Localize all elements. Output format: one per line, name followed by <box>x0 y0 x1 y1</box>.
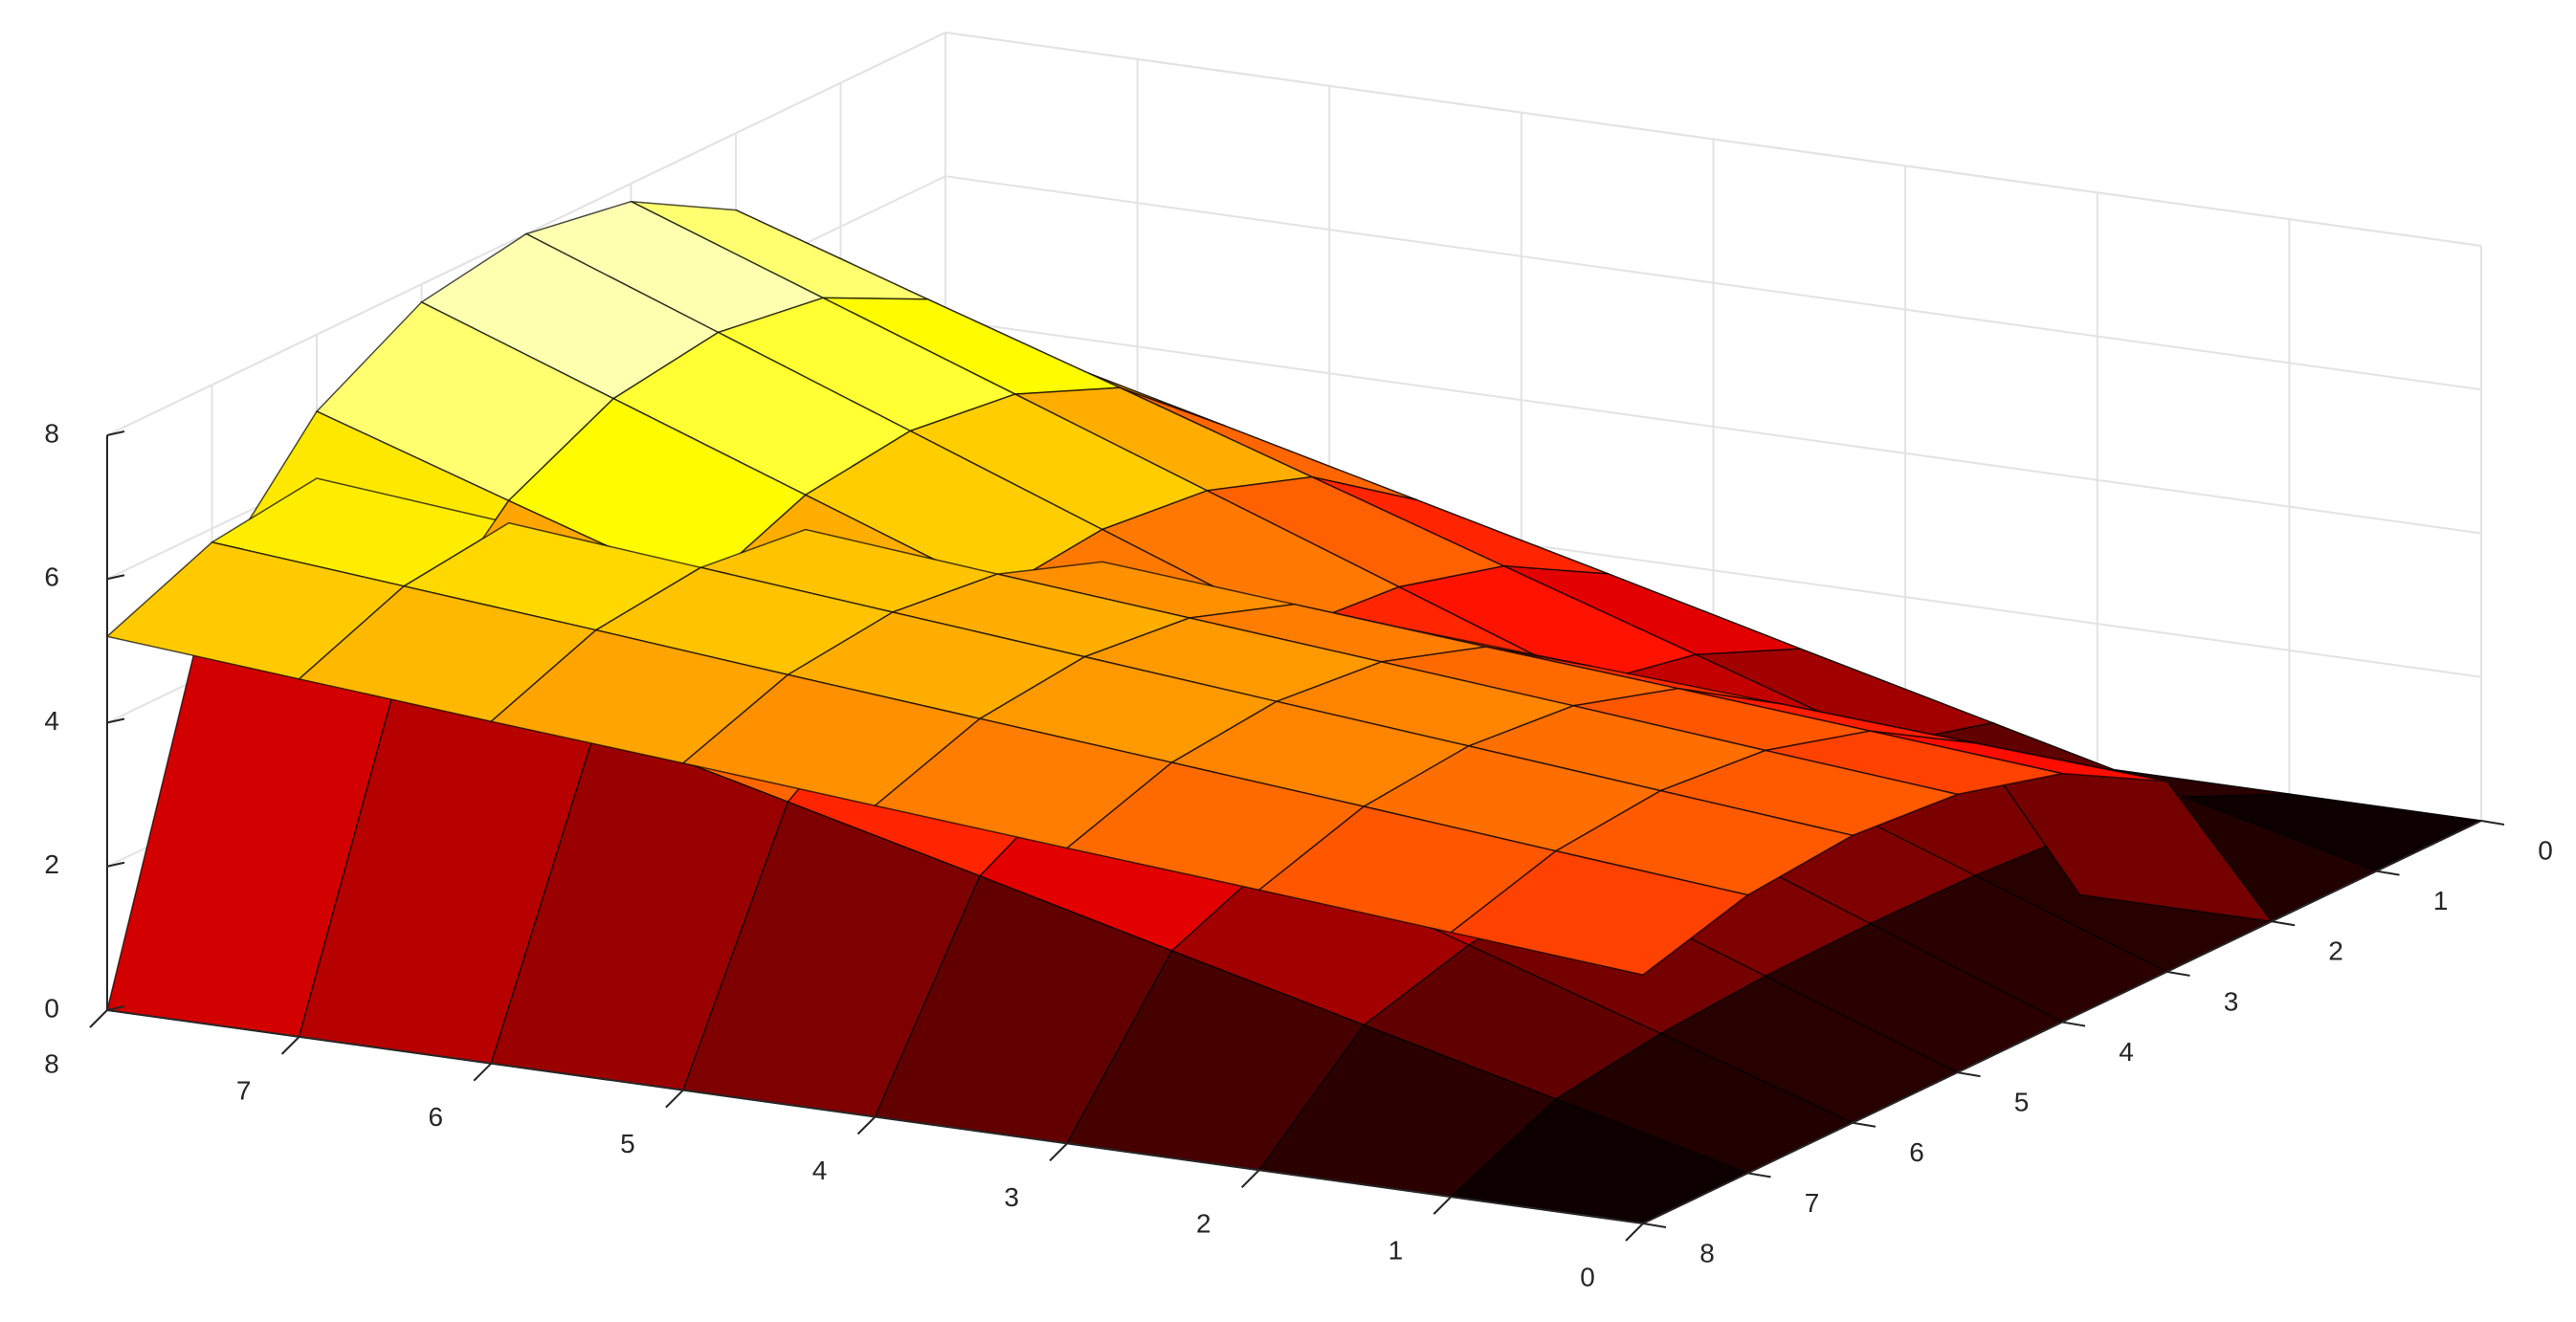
y-tick <box>1747 1172 1771 1179</box>
y-tick <box>1642 1223 1667 1228</box>
grid-line <box>944 319 2482 535</box>
y-tick <box>1852 1121 1876 1128</box>
y-tick <box>2480 820 2505 826</box>
z-tick-label: 0 <box>44 993 59 1023</box>
y-tick-label: 2 <box>2328 936 2343 966</box>
box-edge <box>944 32 2482 247</box>
x-tick <box>473 1063 492 1082</box>
x-tick-label: 3 <box>1004 1182 1019 1212</box>
z-tick <box>106 430 125 436</box>
y-tick-label: 1 <box>2433 886 2449 915</box>
y-tick <box>2061 1021 2086 1027</box>
y-tick <box>2271 920 2296 927</box>
y-tick-label: 8 <box>1699 1238 1715 1267</box>
x-tick-label: 1 <box>1388 1236 1404 1266</box>
x-tick-label: 7 <box>236 1075 252 1105</box>
y-tick-label: 4 <box>2119 1037 2134 1067</box>
z-tick <box>106 717 125 724</box>
z-tick-label: 2 <box>44 849 59 879</box>
x-tick <box>1049 1142 1068 1162</box>
grid-line <box>944 175 2482 391</box>
x-tick <box>1241 1169 1260 1188</box>
z-tick-label: 8 <box>44 418 59 448</box>
z-tick-label: 6 <box>44 562 59 592</box>
y-tick-label: 6 <box>1909 1137 1924 1167</box>
x-tick <box>665 1089 684 1109</box>
x-tick <box>280 1036 300 1055</box>
x-tick-label: 8 <box>44 1048 59 1078</box>
surface-patch <box>1449 849 1750 976</box>
x-tick-label: 2 <box>1196 1209 1211 1239</box>
z-tick <box>106 574 125 581</box>
x-tick-label: 4 <box>812 1156 828 1185</box>
y-tick <box>2376 870 2400 876</box>
y-tick <box>2166 970 2190 977</box>
x-tick-label: 5 <box>620 1129 635 1158</box>
x-tick-label: 0 <box>1580 1262 1595 1291</box>
x-tick <box>1625 1223 1644 1242</box>
z-tick-label: 4 <box>44 706 59 736</box>
y-tick-label: 3 <box>2224 986 2239 1016</box>
x-tick <box>856 1115 877 1135</box>
y-tick-label: 0 <box>2538 835 2553 865</box>
y-tick-label: 7 <box>1805 1188 1820 1218</box>
z-tick <box>106 1005 125 1011</box>
z-tick <box>106 861 125 868</box>
x-tick-label: 6 <box>428 1102 443 1132</box>
x-tick <box>1432 1196 1453 1215</box>
y-tick <box>1957 1071 1981 1078</box>
y-tick-label: 5 <box>2014 1088 2030 1117</box>
x-tick <box>89 1009 108 1028</box>
